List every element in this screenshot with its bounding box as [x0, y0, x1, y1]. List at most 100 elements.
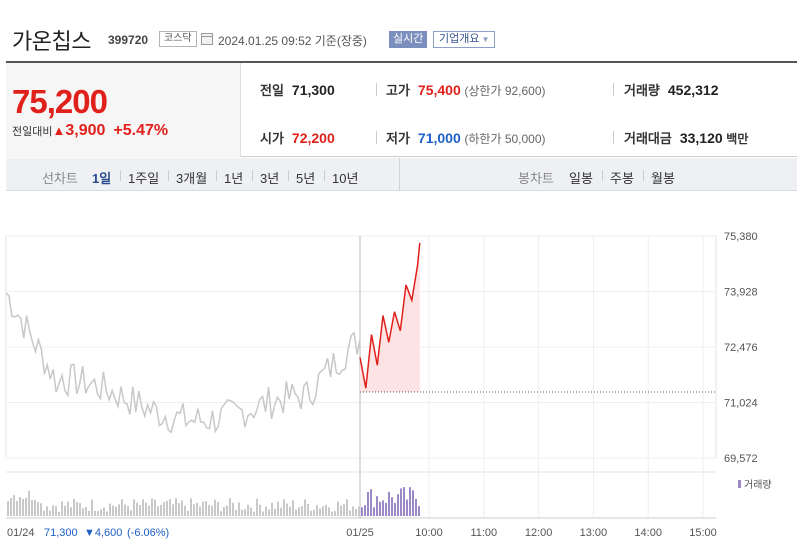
realtime-badge[interactable]: 실시간 [389, 31, 428, 48]
volume-bar [349, 510, 351, 516]
period-1d[interactable]: 1일 [92, 171, 112, 186]
volume-bar [181, 500, 183, 516]
volume: 거래량 452,312 [624, 80, 719, 99]
high-label: 고가 [386, 83, 410, 98]
volume-bar [286, 503, 288, 516]
y-tick-label: 75,380 [724, 231, 758, 243]
volume-bar [280, 507, 282, 516]
volume-bar [70, 507, 72, 516]
period-1y[interactable]: 1년 [224, 171, 244, 186]
volume-bar [55, 506, 57, 516]
volume-bar [262, 511, 264, 516]
volume-bar [220, 511, 222, 516]
volume-bar [34, 499, 36, 516]
period-daily[interactable]: 일봉 [569, 171, 593, 186]
divider [399, 158, 400, 191]
volume-bar [151, 498, 153, 516]
amount-label: 거래대금 [624, 131, 672, 146]
volume-bar [346, 499, 348, 516]
today-area [360, 242, 420, 392]
volume-bar [277, 501, 279, 516]
low-value: 71,000 [417, 130, 461, 146]
volume-bar [106, 511, 108, 516]
volume-bar [214, 499, 216, 516]
volume-bar [310, 510, 312, 516]
volume-bar [292, 500, 294, 516]
volume-bar [112, 505, 114, 516]
volume-bar [166, 500, 168, 516]
period-1w[interactable]: 1주일 [128, 171, 160, 186]
period-3m[interactable]: 3개월 [176, 171, 208, 186]
volume-bar [385, 502, 387, 516]
volume-bar [64, 505, 66, 516]
volume-bar [91, 499, 93, 516]
volume-bar [298, 507, 300, 516]
volume-bar [49, 510, 51, 516]
volume-bar [229, 498, 231, 516]
volume-bar [268, 509, 270, 516]
y-tick-label: 69,572 [724, 453, 758, 465]
volume-bar [418, 506, 420, 516]
volume-bar [22, 498, 24, 516]
quote-summary: 75,200 전일대비▲3,900 +5.47% 전일 71,300 고가 75,40… [6, 61, 797, 157]
volume-bar [394, 502, 396, 516]
volume-bar [157, 506, 159, 516]
x-tick-label: 13:00 [580, 527, 608, 539]
volume-bar [289, 506, 291, 516]
volume-bar [163, 502, 165, 516]
volume-bar [172, 504, 174, 516]
volume-bar [25, 497, 27, 516]
company-overview-button[interactable]: 기업개요 ▼ [433, 31, 496, 48]
volume-legend-swatch [738, 480, 741, 488]
volume-bar [376, 496, 378, 516]
volume-bar [328, 507, 330, 516]
y-axis: 75,380 73,928 72,476 71,024 69,572 [724, 231, 758, 465]
period-10y[interactable]: 10년 [332, 171, 359, 186]
volume-bar [361, 507, 363, 516]
volume-bar [256, 498, 258, 516]
period-3y[interactable]: 3년 [260, 171, 280, 186]
volume-bar [364, 505, 366, 516]
volume-bar [100, 509, 102, 516]
volume-bar [259, 504, 261, 516]
volume-bar [154, 499, 156, 516]
divider [168, 170, 169, 181]
volume-bar [391, 497, 393, 516]
volume-bar [295, 509, 297, 516]
high-price: 고가 75,400 (상한가 92,600) [386, 80, 546, 99]
volume-bar [94, 510, 96, 516]
volume-bar [142, 499, 144, 516]
volume-bar [232, 502, 234, 516]
x-axis: 01/25 10:00 11:00 12:00 13:00 14:00 15:00 [346, 527, 717, 539]
volume-bar [340, 505, 342, 516]
volume-bar [31, 500, 33, 516]
volume-bar [43, 510, 45, 516]
volume-bar [133, 499, 135, 516]
volume-bar [352, 506, 354, 516]
volume-bar [250, 507, 252, 516]
volume-bar [109, 503, 111, 516]
volume-bar [274, 508, 276, 516]
line-chart-label: 선차트 [42, 171, 78, 186]
volume-bar [316, 505, 318, 516]
volume-bar [409, 487, 411, 516]
today-line [359, 242, 421, 389]
footer-date: 01/24 [7, 527, 35, 539]
period-monthly[interactable]: 월봉 [651, 171, 675, 186]
volume-bar [217, 501, 219, 516]
divider [288, 170, 289, 181]
open-price: 시가 72,200 [260, 128, 335, 147]
volume-value: 452,312 [667, 82, 719, 98]
prev-close-value: 71,300 [291, 82, 335, 98]
volume-bar [337, 501, 339, 516]
low-price: 저가 71,000 (하한가 50,000) [386, 128, 546, 147]
period-5y[interactable]: 5년 [296, 171, 316, 186]
amount-value: 33,120 [679, 130, 723, 146]
volume-bar [160, 505, 162, 516]
volume-bar [304, 499, 306, 516]
high-value: 75,400 [417, 82, 461, 98]
x-tick-label: 15:00 [689, 527, 717, 539]
period-weekly[interactable]: 주봉 [610, 171, 634, 186]
volume-bar [190, 498, 192, 516]
